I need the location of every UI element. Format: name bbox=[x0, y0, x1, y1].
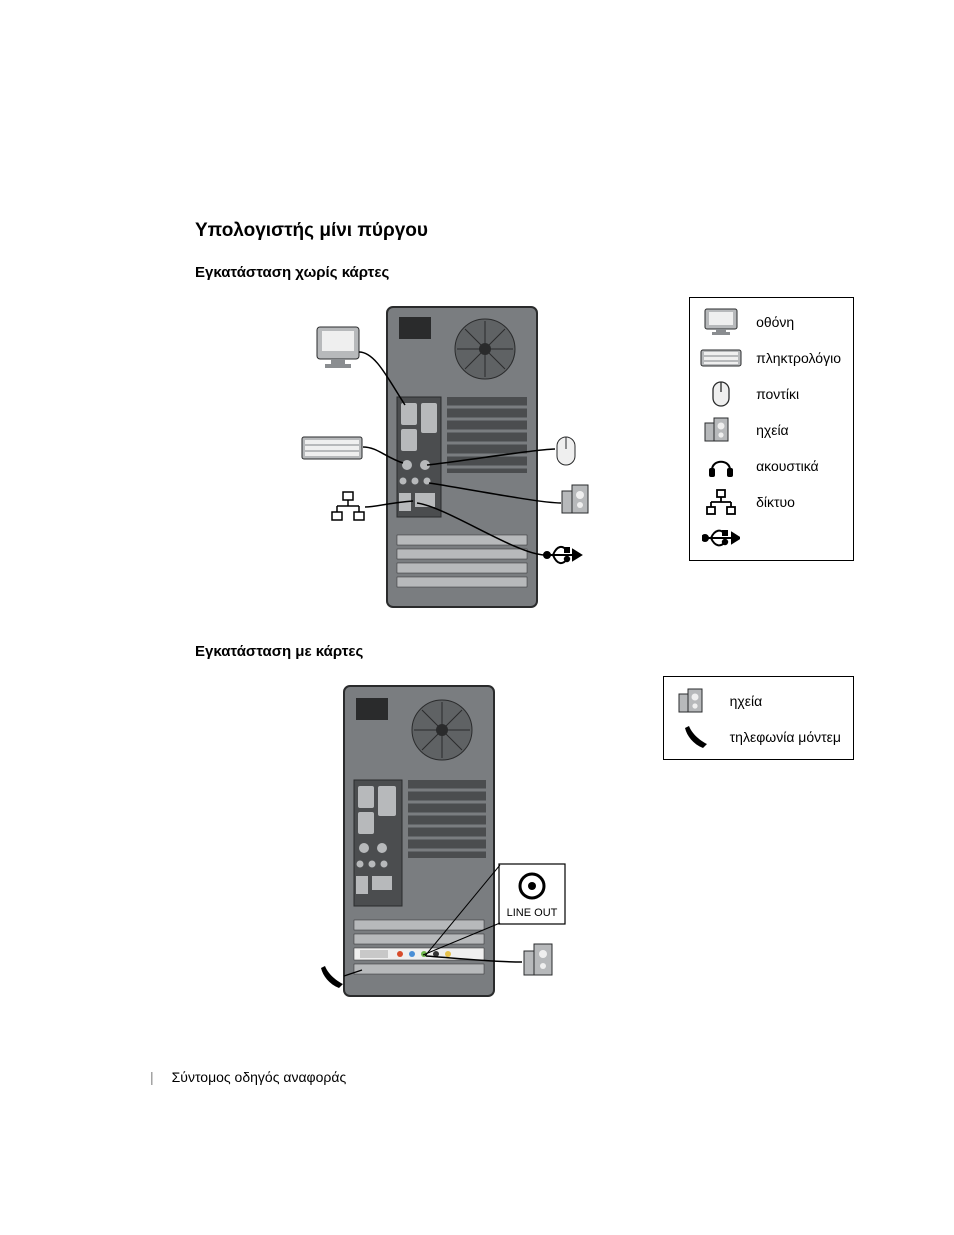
section-with-cards: Εγκατάσταση με κάρτες bbox=[195, 643, 854, 1016]
peripheral-keyboard-icon bbox=[302, 437, 362, 459]
legend-label: δίκτυο bbox=[756, 493, 795, 511]
page-heading: Υπολογιστής μίνι πύργου bbox=[195, 220, 854, 242]
legend-box-1: οθόνη πληκτρολόγιο bbox=[689, 297, 854, 561]
peripheral-mouse-icon bbox=[557, 437, 575, 465]
figure-tower-with-cards: LINE OUT bbox=[224, 676, 604, 1016]
monitor-icon bbox=[700, 308, 742, 336]
footer-text: Σύντομος οδηγός αναφοράς bbox=[172, 1069, 347, 1085]
mouse-icon bbox=[700, 380, 742, 408]
speakers-icon bbox=[700, 416, 742, 444]
figure-tower-no-cards bbox=[247, 297, 607, 617]
legend-row: πληκτρολόγιο bbox=[700, 344, 841, 372]
legend-label: ηχεία bbox=[730, 692, 763, 710]
phone-icon bbox=[674, 723, 716, 751]
legend-row: τηλεφωνία μόντεμ bbox=[674, 723, 841, 751]
legend-label: ακουστικά bbox=[756, 457, 819, 475]
legend-label: πληκτρολόγιο bbox=[756, 349, 841, 367]
legend-label: ποντίκι bbox=[756, 385, 799, 403]
legend-row bbox=[700, 524, 841, 552]
peripheral-usb-icon bbox=[544, 547, 581, 563]
usb-icon bbox=[700, 524, 742, 552]
legend-label: οθόνη bbox=[756, 313, 794, 331]
peripheral-monitor-icon bbox=[317, 327, 359, 368]
section-no-cards: Εγκατάσταση χωρίς κάρτες bbox=[195, 264, 854, 617]
svg-text:LINE OUT: LINE OUT bbox=[506, 907, 557, 919]
peripheral-speakers-icon bbox=[562, 485, 588, 513]
legend-row: δίκτυο bbox=[700, 488, 841, 516]
legend-row: ποντίκι bbox=[700, 380, 841, 408]
section2-title: Εγκατάσταση με κάρτες bbox=[195, 643, 854, 660]
legend-row: οθόνη bbox=[700, 308, 841, 336]
legend-row: ηχεία bbox=[700, 416, 841, 444]
legend-box-2: ηχεία τηλεφωνία μόντεμ bbox=[663, 676, 854, 760]
legend-label: ηχεία bbox=[756, 421, 789, 439]
headphones-icon bbox=[700, 452, 742, 480]
legend-row: ακουστικά bbox=[700, 452, 841, 480]
peripheral-speakers-icon bbox=[524, 944, 552, 975]
page-footer: | Σύντομος οδηγός αναφοράς bbox=[150, 1069, 346, 1085]
network-icon bbox=[700, 488, 742, 516]
footer-separator: | bbox=[150, 1069, 154, 1085]
peripheral-phone-icon bbox=[321, 966, 343, 988]
peripheral-network-icon bbox=[332, 492, 364, 520]
speakers-icon bbox=[674, 687, 716, 715]
legend-row: ηχεία bbox=[674, 687, 841, 715]
section1-title: Εγκατάσταση χωρίς κάρτες bbox=[195, 264, 854, 281]
lineout-callout: LINE OUT bbox=[499, 864, 565, 924]
legend-label: τηλεφωνία μόντεμ bbox=[730, 728, 841, 746]
keyboard-icon bbox=[700, 344, 742, 372]
